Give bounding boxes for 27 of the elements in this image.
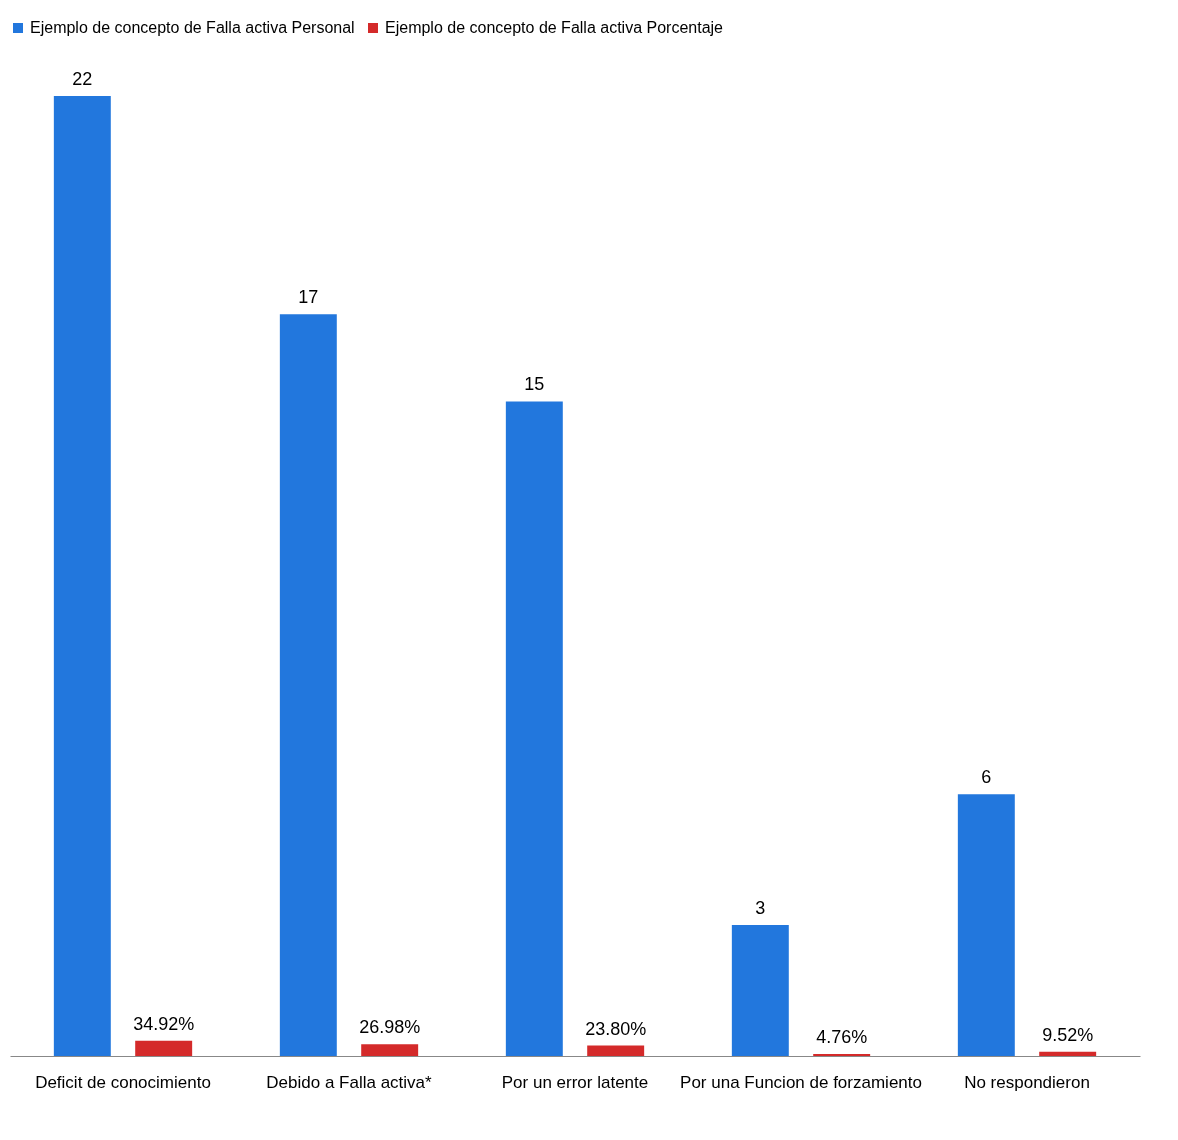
data-label: 9.52% xyxy=(1042,1024,1094,1045)
data-label: 22 xyxy=(72,69,93,89)
bar xyxy=(361,1044,419,1056)
bar xyxy=(813,1053,871,1056)
x-tick-label: Debido a Falla activa* xyxy=(266,1072,433,1092)
data-label: 34.92% xyxy=(133,1013,195,1034)
bar xyxy=(53,96,111,1056)
data-label: 4.76% xyxy=(816,1026,868,1047)
data-label: 3 xyxy=(755,898,766,919)
data-label: 26.98% xyxy=(359,1017,421,1038)
x-tick-label: No respondieron xyxy=(964,1072,1090,1092)
bar xyxy=(957,794,1015,1056)
bar xyxy=(1039,1051,1097,1056)
legend-label: Ejemplo de concepto de Falla activa Porcentaje xyxy=(385,19,724,36)
x-tick-label: Deficit de conocimiento xyxy=(35,1072,211,1092)
bar xyxy=(505,401,563,1056)
bar xyxy=(279,314,337,1056)
x-tick-label: Por una Funcion de forzamiento xyxy=(680,1072,922,1092)
bar xyxy=(135,1040,193,1056)
legend-label: Ejemplo de concepto de Falla activa Personal xyxy=(30,19,355,36)
bar xyxy=(587,1045,645,1056)
data-label: 15 xyxy=(524,374,545,395)
data-label: 6 xyxy=(981,767,992,788)
data-label: 17 xyxy=(298,287,319,308)
bar xyxy=(731,925,789,1056)
data-label: 23.80% xyxy=(585,1018,647,1039)
x-tick-label: Por un error latente xyxy=(501,1072,649,1092)
